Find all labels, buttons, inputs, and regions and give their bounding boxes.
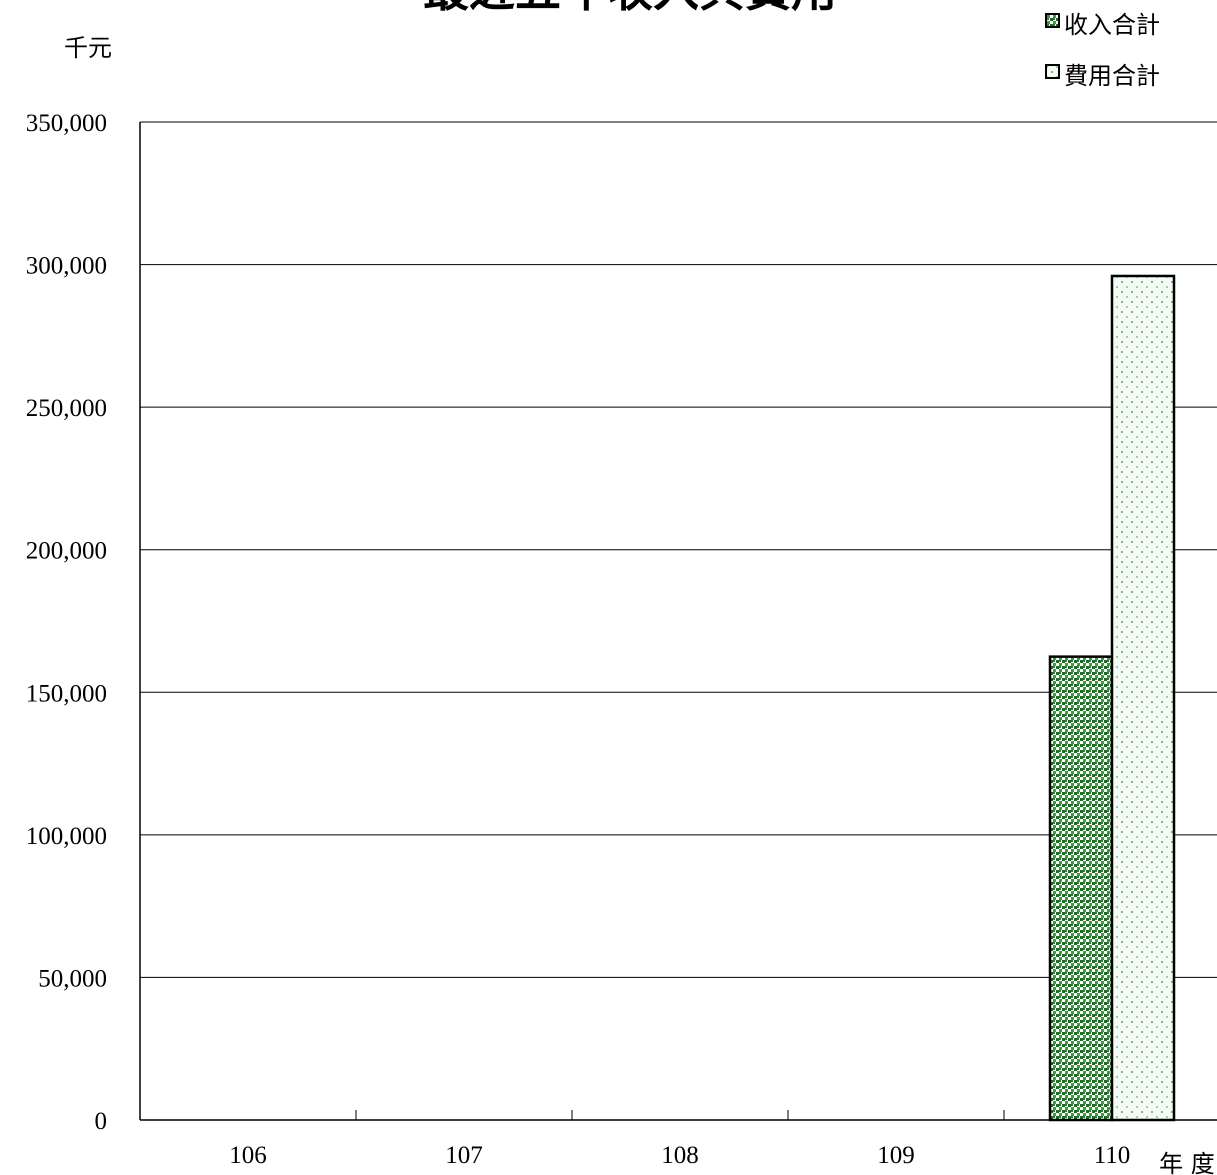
y-tick-label: 100,000 [26,823,107,850]
legend-swatch-expense [1045,64,1060,79]
axes [139,122,1217,1121]
y-tick-label: 250,000 [26,395,107,422]
y-axis-unit: 千元 [64,34,112,62]
legend-label-expense: 費用合計 [1064,62,1160,90]
x-tick-label: 109 [877,1142,915,1169]
bar-income-110 [1048,655,1114,1122]
y-tick-label: 50,000 [38,965,107,992]
x-axis-ticks: 106 107 108 109 110 [229,1142,1130,1169]
legend: 收入合計 費用合計 [1045,11,1160,90]
legend-item-expense: 費用合計 [1045,62,1160,90]
y-tick-label: 300,000 [26,253,107,280]
bars [1048,274,1176,1122]
gridlines [140,121,1217,978]
x-tick-label: 106 [229,1142,267,1169]
y-tick-label: 350,000 [26,110,107,137]
bar-expense-110 [1110,274,1176,1122]
legend-label-income: 收入合計 [1064,11,1160,39]
x-axis-title: 年 度 [1159,1150,1215,1175]
y-axis-ticks: 0 50,000 100,000 150,000 200,000 250,000 300,0… [26,110,107,1135]
legend-swatch-income [1045,13,1060,28]
x-tick-label: 110 [1094,1142,1131,1169]
y-tick-label: 0 [95,1108,108,1135]
chart-title: 最近五年收入與費用 [423,0,837,17]
legend-item-income: 收入合計 [1045,11,1160,39]
x-tick-label: 107 [445,1142,483,1169]
y-tick-label: 150,000 [26,680,107,707]
y-tick-label: 200,000 [26,538,107,565]
x-tick-label: 108 [661,1142,699,1169]
